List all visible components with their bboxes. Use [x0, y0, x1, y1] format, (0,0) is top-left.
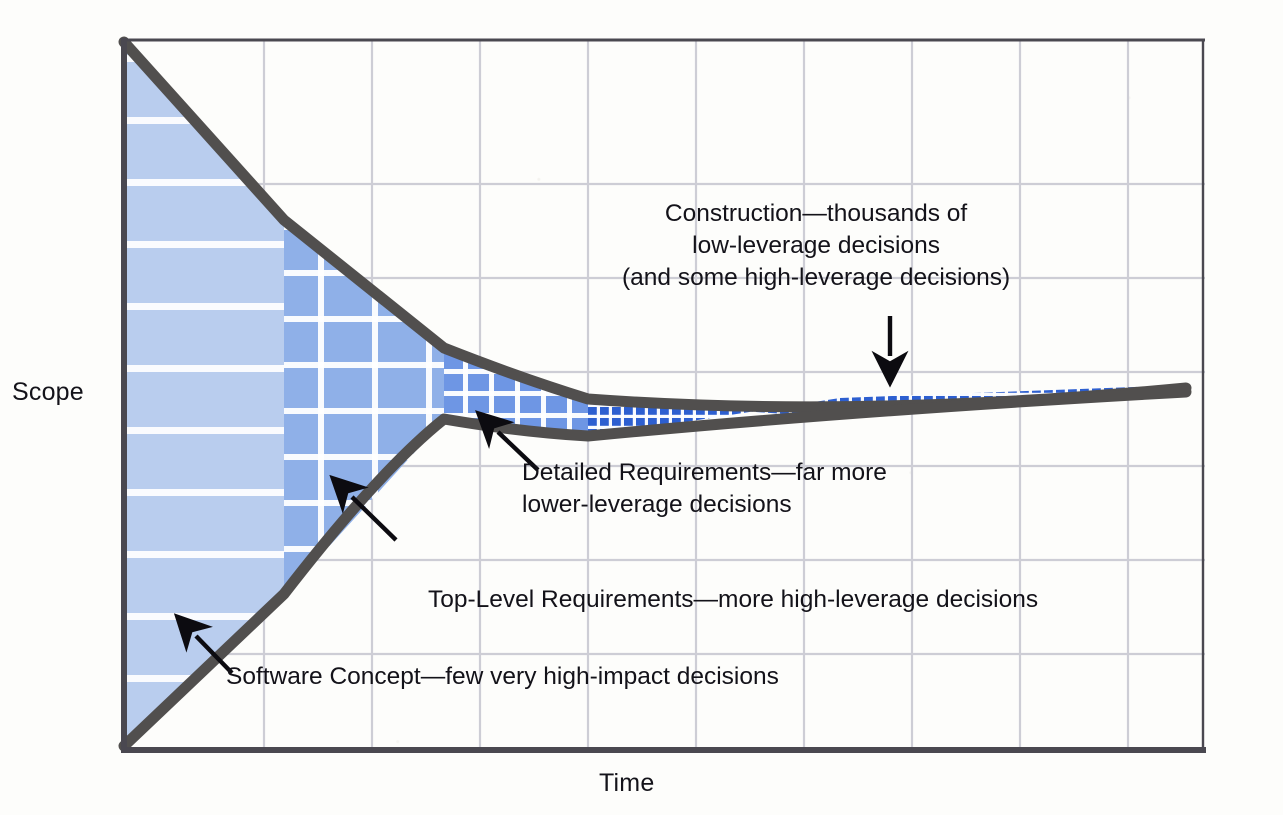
annotation-detailed-requirements-line1: Detailed Requirements—far more	[522, 459, 887, 486]
arrow-software-concept	[173, 613, 234, 675]
grid-lines	[124, 40, 1205, 750]
annotation-construction-line2: low-leverage decisions	[692, 231, 940, 259]
annotation-detailed-requirements: Detailed Requirements—far more lower-lev…	[522, 457, 887, 521]
annotation-software-concept: Software Concept—few very high-impact de…	[226, 661, 779, 693]
funnel-outline	[118, 36, 1192, 752]
x-axis-label: Time	[599, 769, 655, 797]
annotation-detailed-requirements-line2: lower-leverage decisions	[522, 490, 792, 518]
annotation-software-concept-line1: Software Concept—few very high-impact de…	[226, 663, 779, 690]
stage-fill-detailed-requirements	[444, 40, 588, 748]
stage-fill-software-concept	[124, 40, 284, 748]
plot-axes	[121, 38, 1206, 753]
annotation-top-level-requirements: Top-Level Requirements—more high-leverag…	[428, 584, 1038, 616]
annotation-arrows	[173, 316, 909, 675]
annotation-construction: Construction—thousands of low-leverage d…	[622, 198, 1010, 294]
annotation-construction-line3: (and some high-leverage decisions)	[622, 263, 1011, 291]
arrow-detailed-requirements	[475, 410, 540, 472]
lower-boundary	[118, 386, 1192, 752]
y-axis-label: Scope	[12, 378, 84, 406]
annotation-construction-line1: Construction—thousands of	[664, 200, 968, 227]
annotation-top-level-requirements-line1: Top-Level Requirements—more high-leverag…	[428, 586, 1039, 613]
arrow-top-level-requirements	[329, 474, 398, 542]
stage-fill-top-level-requirements	[284, 40, 444, 748]
